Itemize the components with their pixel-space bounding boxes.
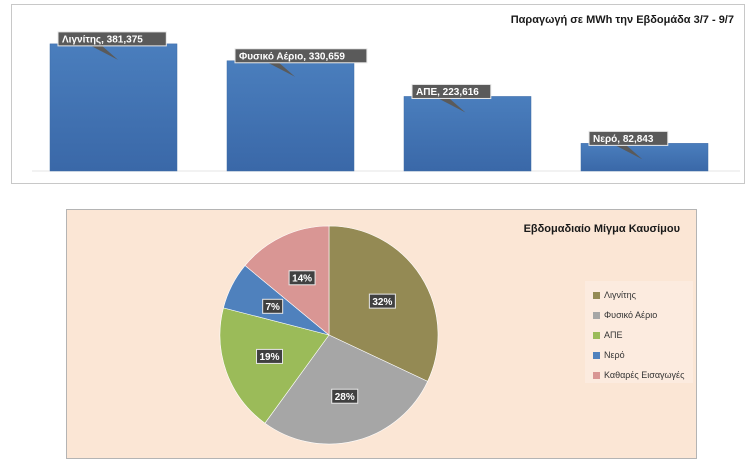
bar — [403, 96, 532, 172]
bar-chart-panel: Παραγωγή σε MWh την Εβδομάδα 3/7 - 9/7 Λ… — [11, 4, 745, 184]
legend-swatch — [593, 311, 600, 319]
bar-data-label: Φυσικό Αέριο, 330,659 — [239, 51, 345, 62]
bar-label-box — [234, 48, 368, 64]
pie-legend: Λιγνίτης Φυσικό Αέριο ΑΠΕ Νερό Καθαρές Ε… — [585, 281, 693, 383]
bar-chart-title: Παραγωγή σε MWh την Εβδομάδα 3/7 - 9/7 — [510, 14, 734, 26]
pie-label-box — [256, 348, 284, 364]
bar-label-box — [588, 130, 669, 146]
legend-label: Καθαρές Εισαγωγές — [604, 370, 685, 380]
pie-chart-panel: Εβδομαδιαίο Μίγμα Καυσίμου 32% 28% 19% 7% 14… — [66, 209, 697, 459]
legend-item: ΑΠΕ — [593, 328, 623, 342]
pie-chart: 32% 28% 19% 7% 14% — [219, 225, 439, 445]
legend-item: Καθαρές Εισαγωγές — [593, 368, 684, 382]
pie-data-label: 32% — [372, 297, 392, 308]
pie-label-box — [331, 388, 359, 404]
bar-label-pointer — [91, 45, 118, 60]
pie-label-box — [262, 298, 284, 314]
legend-label: Νερό — [604, 350, 625, 360]
legend-item: Νερό — [593, 348, 625, 362]
bar-chart: Λιγνίτης, 381,375 Φυσικό Αέριο, 330,659 ΑΠ… — [32, 31, 740, 172]
bar-label-pointer — [615, 145, 643, 160]
legend-swatch — [593, 291, 600, 299]
pie-data-label: 14% — [292, 274, 312, 285]
legend-swatch — [593, 351, 600, 359]
pie-data-label: 7% — [265, 302, 280, 313]
legend-label: ΑΠΕ — [604, 330, 623, 340]
bar-label-pointer — [438, 98, 466, 113]
bar — [580, 143, 709, 172]
legend-label: Φυσικό Αέριο — [604, 310, 658, 320]
bar-label-pointer — [268, 62, 295, 77]
legend-swatch — [593, 371, 600, 379]
bar-label-box — [411, 83, 492, 99]
pie-data-label: 19% — [260, 352, 280, 363]
bar — [49, 43, 178, 172]
bar-data-label: Λιγνίτης, 381,375 — [62, 34, 143, 45]
legend-swatch — [593, 331, 600, 339]
bar-data-label: Νερό, 82,843 — [593, 134, 654, 145]
bar — [226, 60, 355, 172]
pie-label-box — [368, 293, 396, 309]
pie-slice — [219, 307, 330, 424]
pie-label-box — [288, 270, 316, 286]
bar-label-box — [57, 31, 167, 47]
legend-item: Λιγνίτης — [593, 288, 636, 302]
legend-item: Φυσικό Αέριο — [593, 308, 657, 322]
pie-chart-title: Εβδομαδιαίο Μίγμα Καυσίμου — [523, 223, 680, 235]
pie-data-label: 28% — [335, 392, 355, 403]
legend-label: Λιγνίτης — [604, 290, 636, 300]
bar-data-label: ΑΠΕ, 223,616 — [416, 87, 479, 98]
pie-slice — [244, 225, 330, 336]
